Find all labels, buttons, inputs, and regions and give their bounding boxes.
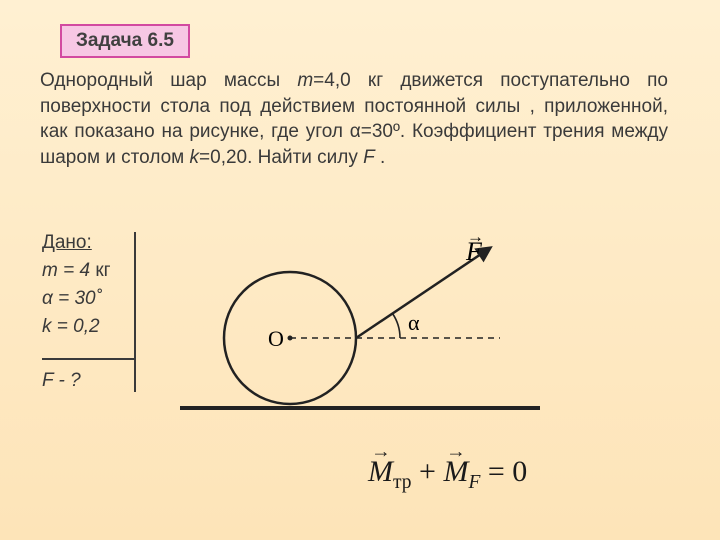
problem-statement: Однородный шар массы m=4,0 кг движется п… xyxy=(40,68,668,171)
eq-eq: = 0 xyxy=(488,455,527,488)
problem-badge: Задача 6.5 xyxy=(60,24,190,58)
moment-equation: Mтр + MF = 0 xyxy=(368,455,527,494)
given-find: F - ? xyxy=(42,364,81,392)
eq-M2: M xyxy=(443,455,468,489)
angle-arc xyxy=(393,314,401,339)
angle-label: α xyxy=(408,310,420,335)
eq-sub1: тр xyxy=(393,472,412,493)
center-label: O xyxy=(268,326,284,351)
given-line-1: m = 4 кг xyxy=(42,260,111,282)
force-label: F xyxy=(465,237,483,266)
eq-M1: M xyxy=(368,455,393,489)
given-line-2: α = 30˚ xyxy=(42,288,111,310)
given-line-3: k = 0,2 xyxy=(42,316,111,338)
given-rule-horizontal xyxy=(42,358,134,360)
given-block: Дано: m = 4 кг α = 30˚ k = 0,2 xyxy=(42,232,111,338)
given-rule-vertical xyxy=(134,232,136,392)
eq-plus: + xyxy=(419,455,443,488)
eq-sub2: F xyxy=(468,472,480,493)
given-title: Дано: xyxy=(42,232,111,254)
force-diagram: O α → F xyxy=(170,218,550,438)
diagram-svg: O α → F xyxy=(170,218,550,438)
